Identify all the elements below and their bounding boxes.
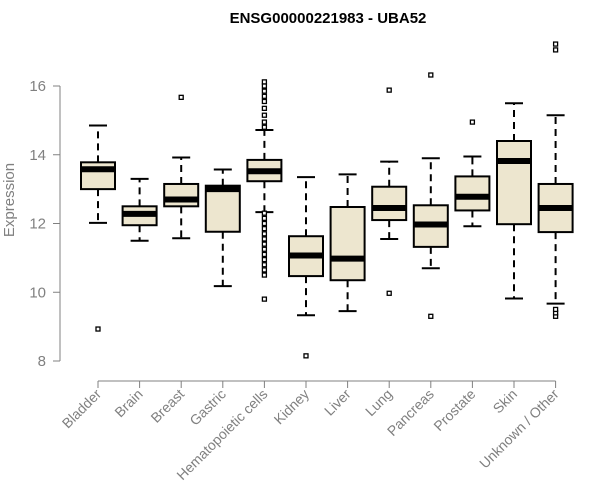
outlier-point <box>261 98 268 105</box>
outlier-point <box>261 256 268 263</box>
outlier-point <box>261 251 268 258</box>
outlier-point <box>261 215 268 221</box>
y-tick-label: 12 <box>29 216 46 233</box>
x-tick-label: Lung <box>362 386 395 419</box>
outlier-point <box>261 226 268 232</box>
box-gastric <box>204 168 241 288</box>
outlier-point <box>261 236 268 242</box>
iqr-box <box>329 206 366 282</box>
outlier-point <box>261 83 268 89</box>
outlier-point <box>261 220 268 227</box>
outlier-point <box>261 79 268 85</box>
y-axis-label: Expression <box>1 163 18 237</box>
chart-title: ENSG00000221983 - UBA52 <box>230 10 427 27</box>
outlier-point <box>261 246 268 252</box>
outlier-point <box>261 262 268 268</box>
x-tick-label: Prostate <box>430 386 478 434</box>
box-pancreas <box>412 72 449 319</box>
y-axis: 8 10 12 14 16 <box>29 78 61 370</box>
outlier-point <box>469 119 476 125</box>
box-breast <box>163 94 200 240</box>
box-unknown-other <box>537 41 574 319</box>
box-brain <box>121 177 158 242</box>
box-bladder <box>80 124 116 332</box>
outlier-point <box>261 119 268 125</box>
boxes-layer <box>80 41 574 359</box>
outlier-point <box>386 290 392 296</box>
x-tick-label: Breast <box>147 386 187 426</box>
outlier-point <box>261 93 268 99</box>
y-tick-label: 16 <box>29 78 46 95</box>
outlier-point <box>178 94 184 100</box>
iqr-box <box>454 175 491 212</box>
outlier-point <box>386 87 392 93</box>
outlier-point <box>552 41 559 47</box>
outlier-point <box>261 88 268 94</box>
iqr-box <box>163 182 200 208</box>
x-tick-label: Unknown / Other <box>476 386 562 472</box>
box-hematopoietic-cells <box>246 79 283 302</box>
iqr-box <box>371 185 408 222</box>
y-tick-label: 14 <box>29 147 46 164</box>
x-tick-label: Kidney <box>271 386 313 428</box>
box-skin <box>496 102 532 300</box>
outlier-point <box>261 105 268 111</box>
box-liver <box>329 173 366 313</box>
box-kidney <box>288 176 324 359</box>
outlier-point <box>261 296 268 302</box>
outlier-point <box>261 231 268 237</box>
outlier-point <box>261 124 268 130</box>
outlier-point <box>261 241 268 247</box>
x-tick-label: Liver <box>321 386 354 419</box>
outlier-point <box>261 272 268 278</box>
iqr-box <box>496 140 532 226</box>
outlier-point <box>552 306 559 313</box>
box-prostate <box>454 119 491 228</box>
x-tick-label: Bladder <box>59 386 105 432</box>
outlier-point <box>303 353 309 359</box>
box-lung <box>371 87 408 296</box>
outlier-point <box>261 210 268 216</box>
y-tick-label: 10 <box>29 284 46 301</box>
y-tick-label: 8 <box>38 353 46 370</box>
outlier-point <box>428 313 434 319</box>
outlier-point <box>261 267 268 273</box>
outlier-point <box>95 326 101 332</box>
iqr-box <box>204 184 241 233</box>
outlier-point <box>552 47 559 53</box>
x-tick-label: Brain <box>111 386 145 420</box>
outlier-point <box>428 72 434 78</box>
x-tick-label: Skin <box>490 386 521 417</box>
outlier-point <box>261 112 268 118</box>
